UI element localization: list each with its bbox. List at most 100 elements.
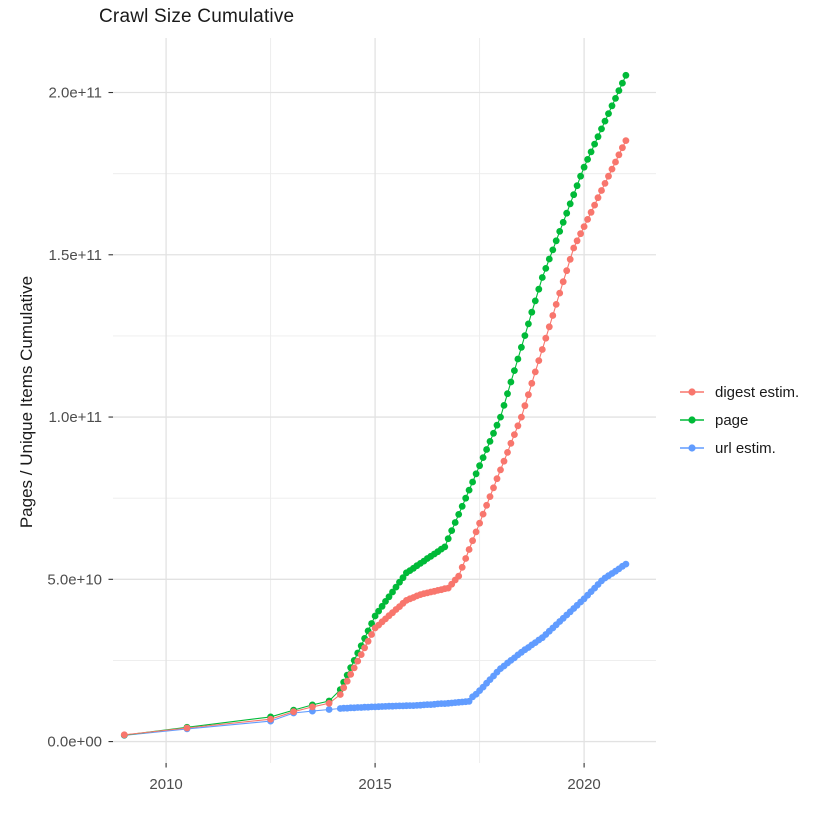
data-point-page: [455, 511, 463, 518]
data-point-page: [570, 191, 578, 199]
data-point-page: [399, 574, 407, 582]
data-point-digest-estim: [267, 715, 274, 723]
data-point-page: [511, 367, 518, 374]
data-point-page: [577, 172, 584, 180]
data-point-page: [476, 462, 483, 470]
data-point-digest-estim: [507, 439, 515, 447]
data-point-page: [549, 246, 557, 254]
data-point-digest-estim: [183, 724, 191, 732]
legend-item-url-estim: url estim.: [679, 434, 799, 462]
legend-key-url-estim-icon: [680, 444, 704, 452]
data-point-digest-estim: [612, 158, 619, 166]
data-point-digest-estim: [594, 194, 602, 202]
data-point-page: [542, 265, 550, 272]
data-point-page: [507, 378, 515, 386]
data-point-page: [525, 320, 532, 328]
x-tick-label: 2020: [567, 776, 600, 793]
data-point-digest-estim: [538, 346, 546, 353]
data-point-digest-estim: [542, 334, 550, 342]
data-point-digest-estim: [591, 201, 598, 209]
data-point-page: [497, 413, 504, 421]
data-point-page: [451, 519, 459, 526]
data-point-page: [615, 87, 623, 94]
data-point-page: [378, 602, 386, 610]
legend-label-url-estim: url estim.: [715, 439, 776, 457]
data-point-digest-estim: [465, 546, 473, 553]
data-point-page: [594, 133, 602, 141]
data-point-digest-estim: [458, 563, 466, 571]
data-point-digest-estim: [455, 572, 463, 580]
data-point-digest-estim: [525, 391, 532, 399]
data-point-digest-estim: [608, 165, 616, 173]
data-point-digest-estim: [556, 289, 564, 297]
data-point-digest-estim: [364, 637, 372, 645]
data-point-page: [514, 355, 522, 363]
data-point-digest-estim: [514, 422, 522, 430]
data-point-url-estim: [622, 560, 630, 568]
data-point-digest-estim: [545, 323, 553, 331]
data-point-page: [389, 588, 396, 596]
data-point-page: [483, 446, 490, 453]
data-point-digest-estim: [120, 731, 128, 739]
data-point-digest-estim: [476, 519, 483, 527]
y-tick-label: 2.0e+11: [48, 85, 102, 102]
data-point-digest-estim: [336, 691, 344, 698]
data-point-page: [392, 583, 400, 591]
data-point-digest-estim: [354, 657, 362, 665]
data-point-page: [608, 102, 616, 110]
axis-tick-labels: 2010 2015 2020 0.0e+00 5.0e+10 1.0e+11 1.5e+11…: [47, 85, 600, 793]
data-point-digest-estim: [479, 510, 487, 518]
data-point-page: [559, 218, 567, 226]
data-point-digest-estim: [521, 402, 529, 410]
data-point-digest-estim: [350, 664, 358, 672]
data-point-page: [552, 237, 560, 245]
data-point-digest-estim: [559, 278, 567, 286]
legend: digest estim. page url estim.: [679, 378, 799, 462]
data-point-digest-estim: [340, 684, 348, 692]
data-point-digest-estim: [493, 475, 501, 483]
data-point-page: [490, 429, 497, 437]
data-point-page: [612, 95, 619, 102]
data-point-digest-estim: [500, 457, 508, 465]
data-point-page: [448, 527, 456, 534]
data-point-page: [504, 390, 511, 398]
y-tick-label: 1.5e+11: [48, 247, 102, 264]
data-point-digest-estim: [549, 312, 557, 319]
data-point-digest-estim: [573, 237, 581, 245]
data-point-page: [371, 612, 379, 620]
data-point-digest-estim: [518, 413, 525, 421]
data-point-page: [500, 402, 508, 409]
data-point-digest-estim: [486, 493, 494, 500]
data-point-page: [535, 285, 543, 293]
data-point-digest-estim: [361, 644, 368, 652]
axis-tick-marks: [108, 91, 585, 768]
data-point-digest-estim: [511, 431, 518, 438]
data-point-digest-estim: [472, 528, 480, 536]
data-point-page: [587, 148, 595, 156]
data-point-url-estim: [325, 706, 333, 713]
data-point-page: [486, 438, 494, 445]
data-point-digest-estim: [469, 537, 476, 545]
data-point-digest-estim: [357, 651, 365, 658]
y-tick-label: 1.0e+11: [48, 409, 102, 426]
y-tick-label: 5.0e+10: [47, 571, 102, 588]
legend-label-digest-estim: digest estim.: [715, 383, 800, 401]
data-point-digest-estim: [601, 180, 609, 187]
data-point-page: [518, 343, 525, 351]
data-point-digest-estim: [577, 230, 584, 238]
data-point-page: [465, 486, 473, 494]
data-series-layer: [120, 71, 630, 739]
data-point-digest-estim: [587, 208, 595, 216]
data-point-page: [573, 182, 581, 190]
data-point-page: [584, 156, 591, 163]
data-point-page: [563, 209, 571, 217]
data-point-digest-estim: [566, 255, 574, 263]
data-point-digest-estim: [552, 301, 560, 308]
data-point-digest-estim: [570, 244, 578, 252]
legend-item-digest-estim: digest estim.: [679, 378, 799, 406]
data-point-digest-estim: [325, 699, 333, 707]
data-point-digest-estim: [483, 501, 490, 509]
x-tick-label: 2010: [149, 776, 182, 793]
data-point-page: [591, 140, 598, 148]
